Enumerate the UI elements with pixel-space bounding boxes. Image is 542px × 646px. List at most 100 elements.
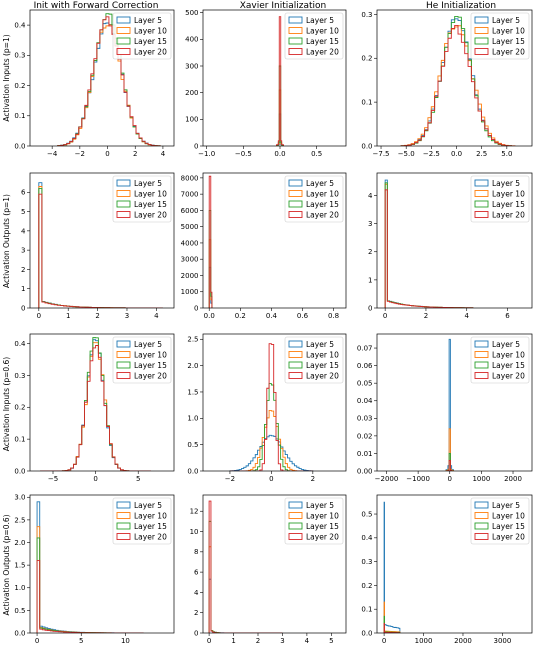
row-label-outputs-p06: Activation Outputs (p=0.6) <box>2 514 11 615</box>
legend-swatch <box>116 372 131 379</box>
y-tick-label: 1.5 <box>187 388 198 396</box>
x-tick-label: −5.0 <box>398 150 415 158</box>
legend-label: Layer 15 <box>306 361 339 370</box>
y-tick-label: 7000 <box>181 191 199 199</box>
legend-swatch <box>116 27 131 34</box>
y-tick-label: 0.03 <box>357 415 373 423</box>
y-tick-label: 4000 <box>181 239 199 247</box>
axes-frame <box>29 333 175 472</box>
y-tick-label: 1 <box>368 276 372 284</box>
legend-label: Layer 20 <box>134 211 167 220</box>
y-tick-label: 0.3 <box>14 372 25 380</box>
legend-label: Layer 15 <box>134 200 167 209</box>
panel-r2c2: −2000 −1000 0 1000 2000 0.00 0.01 0.02 0.03 0.04 0… <box>357 333 533 483</box>
x-tick-label: −2 <box>225 475 235 483</box>
y-tick-label: 0.0 <box>187 467 198 475</box>
legend-swatch <box>288 361 303 369</box>
legend-swatch <box>288 211 303 218</box>
x-tick-label: 4 <box>305 637 310 645</box>
y-tick-label: 0.4 <box>14 340 26 348</box>
legend-label: Layer 15 <box>134 361 167 370</box>
y-tick-label: 0.02 <box>357 432 373 440</box>
col-title-forward-correction: Init with Forward Correction <box>34 1 159 11</box>
legend-swatch <box>116 48 131 55</box>
legend-swatch <box>288 351 303 358</box>
legend-label: Layer 20 <box>306 211 339 220</box>
x-tick-label: 2 <box>311 475 315 483</box>
legend-swatch <box>288 48 303 55</box>
series-layer-10 <box>383 601 401 633</box>
y-tick-label: 2.5 <box>187 336 198 344</box>
legend-label: Layer 5 <box>134 16 162 25</box>
axes-frame <box>202 9 347 147</box>
legend-label: Layer 10 <box>306 351 339 360</box>
series-layer-5 <box>384 179 474 308</box>
x-tick-label: 4 <box>154 312 159 320</box>
y-tick-label: 0 <box>21 304 25 312</box>
x-tick-label: 2 <box>133 150 137 158</box>
axes-frame <box>29 172 175 309</box>
legend-box <box>112 497 172 545</box>
legend-swatch <box>474 27 489 34</box>
x-tick-label: 0 <box>93 475 97 483</box>
y-tick-label: 1 <box>21 285 25 293</box>
legend-label: Layer 15 <box>134 522 167 531</box>
panel-r3c0: 0 5 10 0.0 0.5 1.0 1.5 2.0 2.5 3.0 Layer 5 Layer 10… <box>14 494 175 645</box>
y-tick-label: 2 <box>21 266 25 274</box>
series-layer-20 <box>276 16 284 146</box>
plot-area <box>445 338 454 471</box>
legend-swatch <box>116 351 131 358</box>
y-tick-label: 8 <box>194 548 198 556</box>
y-tick-label: 0.3 <box>361 558 372 566</box>
legend-label: Layer 10 <box>134 27 167 36</box>
x-tick-label: 0.6 <box>297 312 309 320</box>
legend-box <box>112 175 172 223</box>
legend-swatch <box>288 179 303 187</box>
y-tick-label: 0.5 <box>361 510 372 518</box>
legend-swatch <box>474 179 489 187</box>
legend-box <box>284 12 344 60</box>
legend-label: Layer 5 <box>134 501 162 510</box>
row-label-outputs-p1: Activation Outputs (p=1) <box>2 194 11 288</box>
legend-label: Layer 15 <box>306 200 339 209</box>
y-tick-label: 10 <box>190 528 199 536</box>
x-tick-label: 0 <box>105 150 109 158</box>
y-tick-label: 0.2 <box>14 82 25 90</box>
legend-swatch <box>288 340 303 348</box>
y-tick-label: 2 <box>368 248 372 256</box>
legend-swatch <box>116 16 131 24</box>
x-tick-label: 1 <box>66 312 70 320</box>
y-tick-label: 0.0 <box>361 142 372 150</box>
y-tick-label: 0.1 <box>361 606 372 614</box>
legend-label: Layer 15 <box>492 361 525 370</box>
axes-frame <box>202 494 347 634</box>
legend-swatch <box>474 16 489 24</box>
series-layer-5 <box>445 338 454 471</box>
y-tick-label: 0.0 <box>14 142 25 150</box>
x-tick-label: −2 <box>75 150 85 158</box>
plot-area <box>208 175 213 308</box>
legend-swatch <box>474 361 489 369</box>
series-layer-15 <box>229 383 313 471</box>
legend-label: Layer 5 <box>134 179 162 188</box>
plot-area <box>208 500 283 633</box>
legend-swatch <box>116 179 131 187</box>
y-tick-label: 100 <box>185 116 198 124</box>
y-tick-label: 0.2 <box>361 55 372 63</box>
series-layer-10 <box>276 89 284 146</box>
legend-swatch <box>474 200 489 208</box>
y-tick-label: 0.4 <box>14 22 26 30</box>
